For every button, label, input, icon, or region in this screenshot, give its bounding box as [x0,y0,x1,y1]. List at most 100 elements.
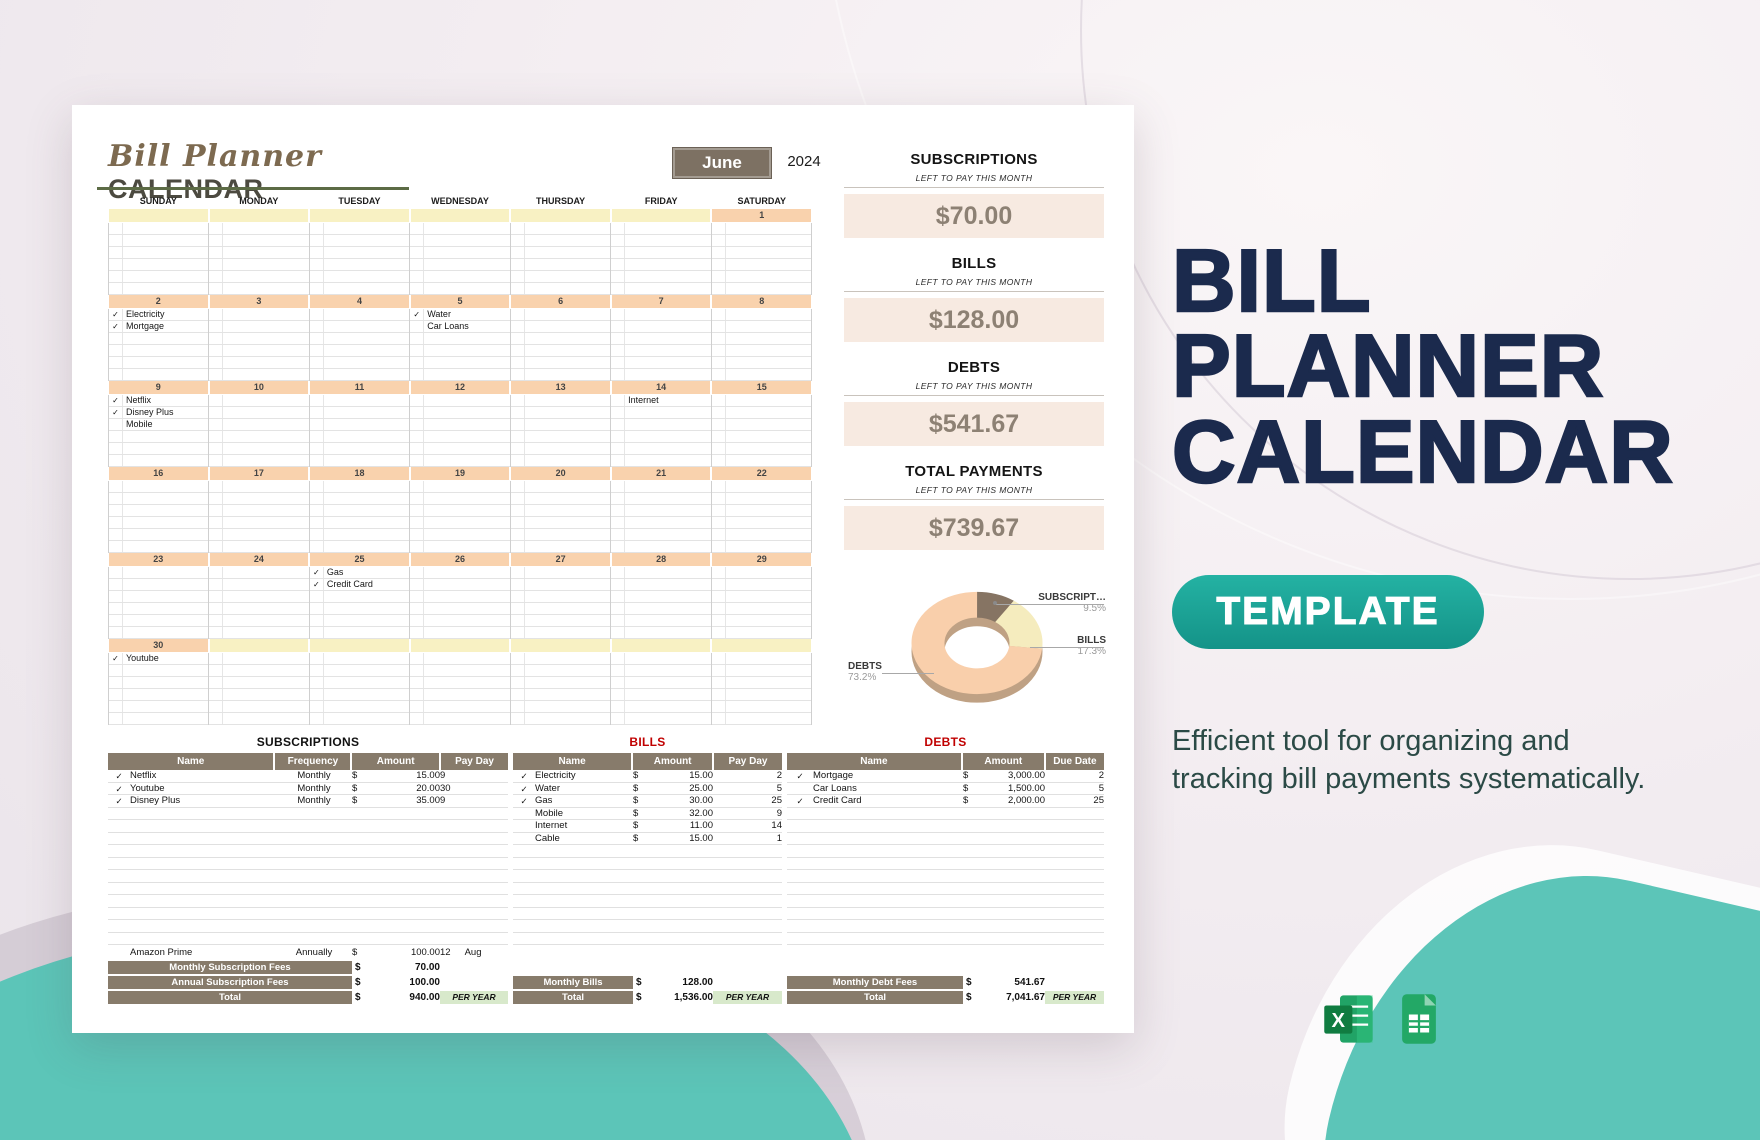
payday-cell[interactable] [1045,833,1104,845]
bill-name-cell[interactable] [324,247,409,258]
name-cell[interactable] [535,858,633,870]
calendar-cell[interactable] [711,529,811,541]
paid-checkbox-cell[interactable] [511,235,525,246]
payday-cell[interactable] [440,883,508,895]
payday-cell[interactable]: 9 [440,795,446,806]
calendar-cell[interactable] [410,603,510,615]
bill-name-cell[interactable] [123,455,208,466]
calendar-cell[interactable] [510,271,611,283]
bill-name-cell[interactable] [625,505,710,516]
bill-name-cell[interactable] [324,665,409,676]
paid-checkbox-cell[interactable] [712,357,726,368]
bill-name-cell[interactable] [223,579,308,590]
bill-name-cell[interactable] [123,505,208,516]
calendar-cell[interactable] [611,333,711,345]
calendar-cell[interactable] [209,309,309,321]
currency-cell[interactable] [633,908,651,920]
calendar-cell[interactable] [309,369,410,381]
day-number-cell[interactable]: 22 [712,467,812,480]
calendar-cell[interactable] [510,259,611,271]
currency-cell[interactable]: $ [633,807,639,819]
bill-name-cell[interactable] [625,603,710,614]
bill-name-cell[interactable] [625,481,710,492]
calendar-cell[interactable] [410,271,510,283]
calendar-cell[interactable] [209,665,309,677]
paid-checkbox-cell[interactable] [410,505,425,516]
amount-cell[interactable] [981,933,1045,945]
paid-checkbox-cell[interactable] [209,713,224,724]
calendar-cell[interactable] [410,431,510,443]
calendar-cell[interactable] [611,481,711,493]
bill-name-cell[interactable] [424,455,509,466]
calendar-cell[interactable] [410,493,510,505]
currency-cell[interactable]: $ [963,770,969,781]
bill-name-cell[interactable] [324,223,409,234]
bill-name-cell[interactable] [424,665,509,676]
calendar-cell[interactable] [309,689,410,701]
bill-name-cell[interactable] [625,541,710,552]
paid-checkbox-cell[interactable] [209,321,224,332]
paid-checkbox-cell[interactable] [410,283,425,294]
bill-name-cell[interactable] [324,309,409,320]
paid-checkbox-cell[interactable] [209,223,224,234]
name-cell[interactable]: Mortgage [813,770,854,781]
paid-checkbox-cell[interactable] [209,541,224,552]
calendar-cell[interactable] [209,283,309,295]
paid-checkbox-cell[interactable] [310,591,324,602]
calendar-cell[interactable] [611,407,711,419]
calendar-cell[interactable] [410,567,510,579]
calendar-cell[interactable] [711,653,811,665]
paid-checkbox-cell[interactable] [410,541,425,552]
bill-name-cell[interactable] [525,665,610,676]
bill-name-cell[interactable] [625,591,710,602]
calendar-cell[interactable] [209,505,309,517]
paid-checkbox-cell[interactable] [611,259,626,270]
day-number-cell[interactable]: 4 [310,295,409,308]
paid-checkbox-cell[interactable] [712,407,726,418]
calendar-cell[interactable] [309,627,410,639]
calendar-cell[interactable] [410,529,510,541]
amount-cell[interactable]: 2,000.00 [1008,795,1045,806]
paid-checkbox-cell[interactable] [209,653,224,664]
paid-checkbox-cell[interactable] [310,493,324,504]
amount-cell[interactable] [370,870,440,882]
payday-cell[interactable] [440,858,508,870]
calendar-cell[interactable] [611,677,711,689]
paid-checkbox-cell[interactable] [712,333,726,344]
payday-cell[interactable]: 25 [771,795,782,806]
payday-cell[interactable] [713,858,782,870]
day-number-cell[interactable] [310,209,409,222]
bill-name-cell[interactable] [123,591,208,602]
paid-checkbox-cell[interactable] [712,517,726,528]
payday-cell[interactable] [440,920,508,932]
bill-name-cell[interactable] [324,321,409,332]
calendar-cell[interactable] [410,395,510,407]
currency-cell[interactable] [352,845,370,857]
bill-name-cell[interactable] [324,395,409,406]
amount-cell[interactable] [981,920,1045,932]
bill-name-cell[interactable] [726,591,811,602]
amount-cell[interactable]: 100.00 [410,946,440,958]
calendar-cell[interactable] [309,407,410,419]
calendar-cell[interactable] [711,443,811,455]
paid-checkbox-cell[interactable] [109,431,123,442]
currency-cell[interactable] [963,820,981,832]
paid-checkbox-cell[interactable] [511,247,525,258]
paid-checkbox-cell[interactable] [611,235,626,246]
calendar-cell[interactable] [109,615,209,627]
paid-checkbox-cell[interactable] [108,895,130,907]
bill-name-cell[interactable] [123,247,208,258]
bill-name-cell[interactable] [223,309,308,320]
payday-cell[interactable] [1045,883,1104,895]
bill-name-cell[interactable] [525,431,610,442]
bill-name-cell[interactable] [123,677,208,688]
bill-name-cell[interactable] [424,407,509,418]
bill-name-cell[interactable] [726,689,811,700]
calendar-cell[interactable] [410,223,510,235]
paid-checkbox-cell[interactable] [511,529,525,540]
amount-cell[interactable] [651,933,713,945]
paid-checkbox-cell[interactable] [310,271,324,282]
calendar-cell[interactable] [309,541,410,553]
paid-checkbox-cell[interactable] [109,579,123,590]
calendar-cell[interactable] [510,665,611,677]
